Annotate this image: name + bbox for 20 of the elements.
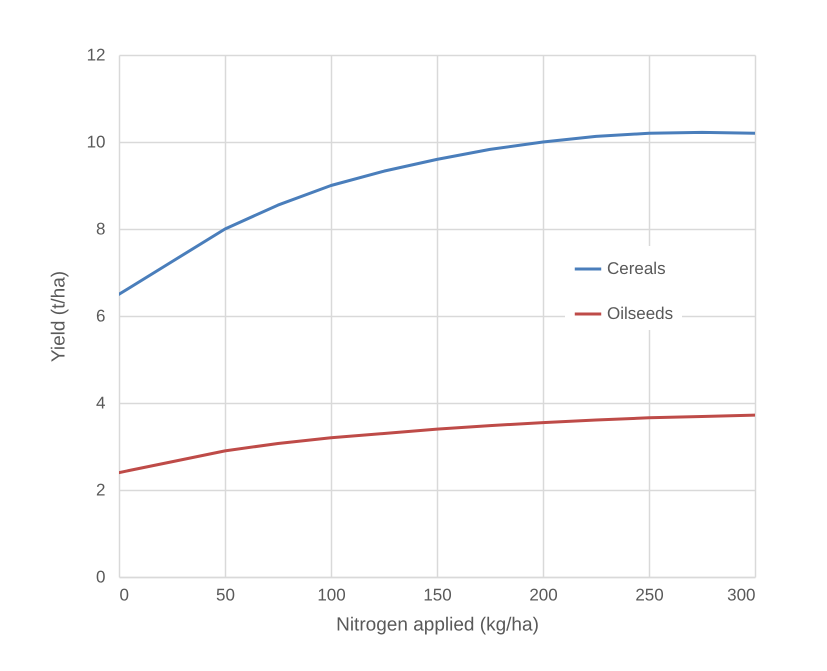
legend-label: Oilseeds (607, 304, 674, 323)
x-axis-title: Nitrogen applied (kg/ha) (336, 614, 539, 636)
x-tick-label: 100 (317, 586, 346, 604)
y-tick-label: 6 (96, 306, 106, 326)
x-tick-label: 150 (423, 586, 452, 604)
x-tick-label: 50 (216, 586, 235, 604)
line-series (119, 414, 755, 474)
x-tick-label: 250 (635, 586, 664, 604)
x-tick-label: 0 (120, 586, 129, 604)
y-tick-label: 2 (96, 480, 106, 500)
line-series (119, 130, 755, 296)
y-tick-label: 0 (96, 568, 106, 586)
y-axis-title: Yield (t/ha) (48, 270, 70, 362)
y-tick-label: 10 (86, 132, 106, 152)
x-tick-label: 300 (727, 586, 756, 604)
legend-label: Cereals (607, 259, 666, 278)
y-tick-label: 4 (96, 394, 106, 412)
y-tick-label: 8 (96, 220, 106, 238)
y-tick-label: 12 (86, 46, 106, 64)
x-tick-label: 200 (529, 586, 558, 604)
